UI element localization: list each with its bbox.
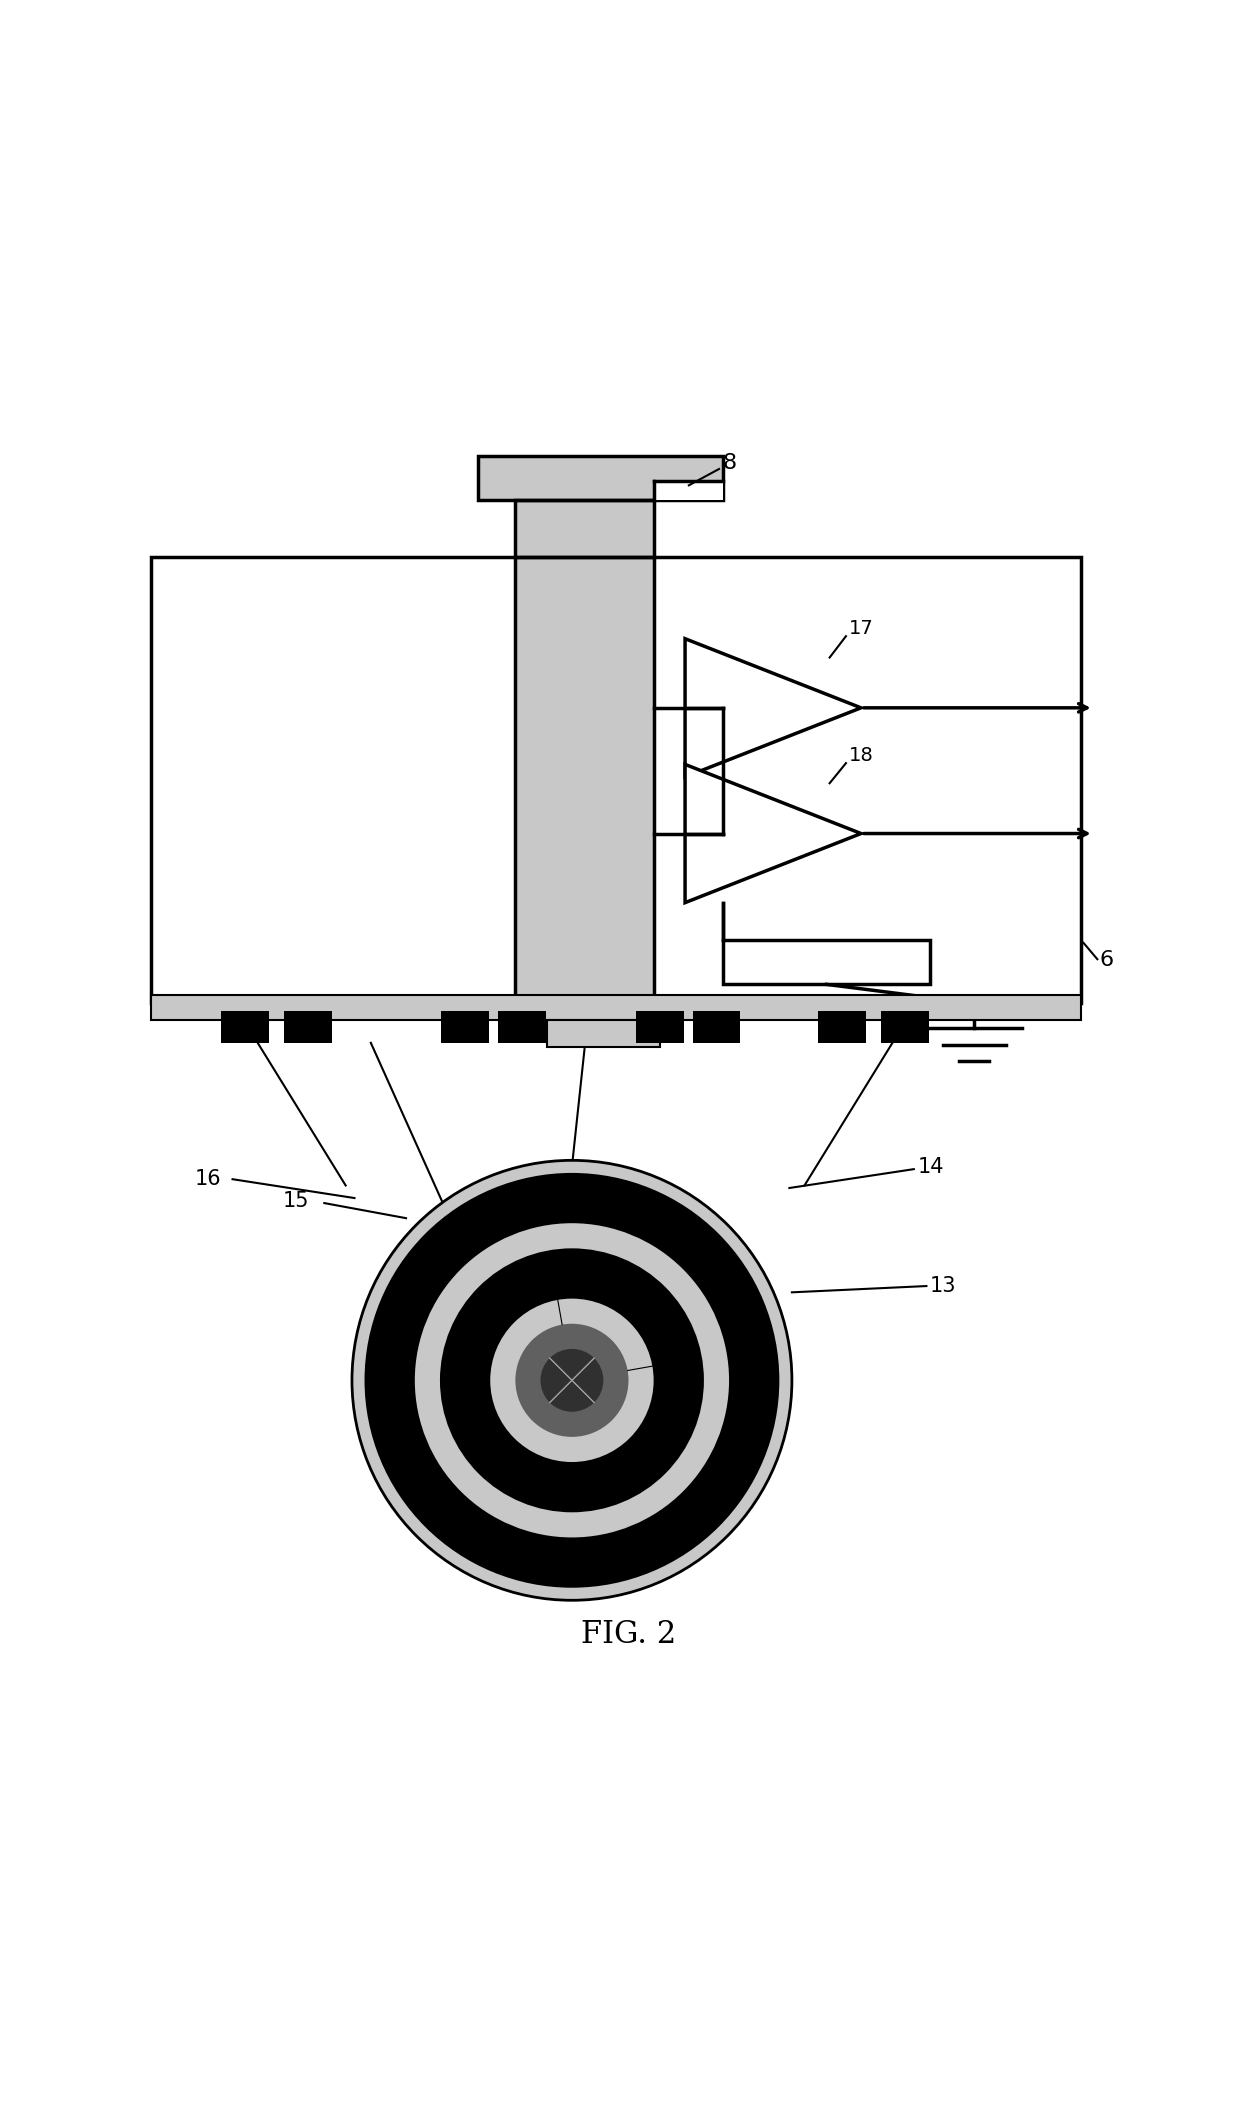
Text: 18: 18 [848,746,874,765]
Bar [693,1011,740,1043]
Bar [478,457,723,501]
Bar [547,1020,660,1047]
Polygon shape [685,638,861,777]
Text: FIG. 2: FIG. 2 [581,1618,676,1650]
Text: 16: 16 [195,1169,221,1190]
Bar [441,1011,489,1043]
Bar [818,1011,866,1043]
Bar [636,1011,684,1043]
Text: 8: 8 [723,453,737,472]
Circle shape [515,1323,628,1437]
Bar [151,995,1081,1020]
Circle shape [352,1161,792,1601]
Bar [498,1011,546,1043]
Circle shape [490,1298,654,1462]
Text: 15: 15 [283,1190,309,1212]
Bar [221,1011,269,1043]
Polygon shape [685,765,861,902]
Bar [284,1011,332,1043]
Bar [478,457,723,501]
Circle shape [415,1224,729,1538]
Bar [654,480,723,501]
Bar [723,940,930,984]
Text: 14: 14 [918,1157,944,1178]
Bar [515,501,654,556]
Bar [515,556,654,1003]
Text: 17: 17 [848,619,874,638]
Text: 13: 13 [930,1277,957,1296]
Circle shape [365,1174,779,1589]
Bar [881,1011,929,1043]
Bar [515,501,654,556]
Bar [515,556,654,1003]
Circle shape [541,1348,603,1412]
Text: 6: 6 [1100,950,1114,969]
Bar [151,556,1081,1003]
Circle shape [440,1247,704,1513]
